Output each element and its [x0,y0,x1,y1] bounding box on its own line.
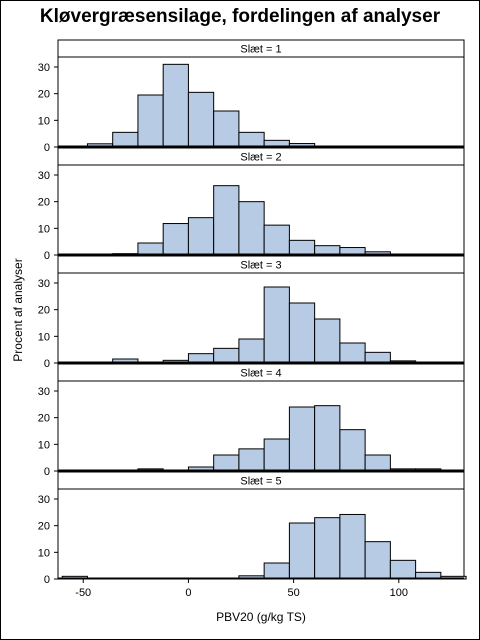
histogram-bar [288,406,316,472]
y-tick-label: 10 [38,331,50,343]
x-tick-label: 50 [287,587,299,599]
panel-2-label: Slæt = 2 [240,152,281,164]
y-tick-label: 10 [38,223,50,235]
histogram-bar [213,454,240,472]
histogram-bar [263,562,290,580]
histogram-bar [238,131,265,148]
panel-1-label: Slæt = 1 [240,44,281,56]
y-tick-label: 0 [44,466,50,478]
histogram-bar [213,347,240,364]
y-tick-label: 10 [38,115,50,127]
y-tick-label: 20 [38,197,50,209]
histogram-bar [314,318,341,364]
histogram-bar [339,429,366,472]
histogram-bar [263,286,290,364]
y-tick-label: 10 [38,439,50,451]
histogram-bar [238,448,265,472]
histogram-bar [162,223,189,256]
y-tick-label: 30 [38,62,50,74]
y-tick-label: 30 [38,494,50,506]
y-tick-label: 20 [38,521,50,533]
x-axis-label: PBV20 (g/kg TS) [216,610,306,624]
y-tick-label: 20 [38,413,50,425]
histogram-bar [263,438,290,472]
histogram-bar [213,110,240,148]
y-tick-label: 30 [38,386,50,398]
histogram-bar [238,201,265,256]
histogram-bar [364,454,391,472]
histogram-bar [364,541,391,580]
x-tick-label: 100 [390,587,408,599]
panel-5-label: Slæt = 5 [240,476,281,488]
histogram-bar [263,224,290,256]
histogram-bar [389,559,417,580]
y-tick-label: 0 [44,250,50,262]
panel-3-label: Slæt = 3 [240,260,281,272]
y-tick-label: 30 [38,278,50,290]
histogram-bar [187,91,215,148]
y-tick-label: 20 [38,89,50,101]
histogram-bar [112,131,139,148]
histogram-bar [364,351,391,364]
x-tick-label: -50 [75,587,91,599]
histogram-bar [339,513,366,580]
histogram-bar [238,338,265,364]
histogram-bar [288,522,316,580]
histogram-bar [162,63,189,148]
histogram-bar [137,242,164,256]
histogram-bar [314,405,341,472]
histogram-bar [339,342,366,364]
histogram-bar [187,217,215,256]
histogram-bar [137,94,164,148]
y-tick-label: 20 [38,305,50,317]
y-tick-label: 0 [44,358,50,370]
y-tick-label: 0 [44,574,50,586]
x-tick-label: 0 [185,587,191,599]
y-tick-label: 30 [38,170,50,182]
histogram-bar [314,517,341,580]
histogram-bar [213,185,240,256]
histogram-bar [288,239,316,256]
chart-title: Kløvergræsensilage, fordelingen af analy… [39,6,441,27]
y-tick-label: 0 [44,142,50,154]
y-tick-label: 10 [38,547,50,559]
histogram-bar [288,302,316,364]
panel-4-label: Slæt = 4 [240,368,281,380]
